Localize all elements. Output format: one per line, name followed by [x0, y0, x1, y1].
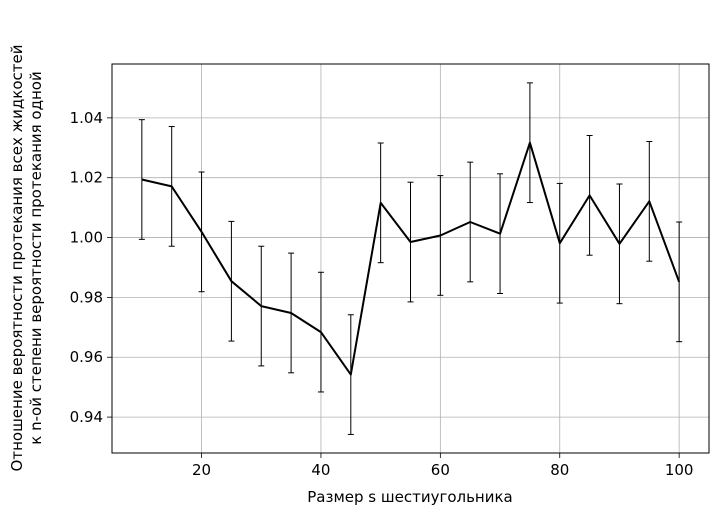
series-line: [141, 141, 681, 376]
x-tick-label: 40: [311, 461, 330, 479]
x-tick-label: 80: [550, 461, 569, 479]
x-axis-label: Размер s шестиугольника: [307, 488, 513, 506]
y-axis-label: Отношение вероятности протекания всех жи…: [8, 45, 45, 472]
y-axis-label-line-1: Отношение вероятности протекания всех жи…: [8, 45, 26, 472]
y-tick-label: 0.96: [70, 348, 103, 366]
plot-frame: [111, 63, 710, 454]
x-tick-label: 20: [192, 461, 211, 479]
x-tick-label: 100: [665, 461, 694, 479]
y-tick-label: 1.00: [70, 229, 103, 247]
y-tick-label: 0.98: [70, 288, 103, 306]
x-tick-label: 60: [431, 461, 450, 479]
series-layer: [141, 141, 681, 376]
y-tick-label: 0.94: [70, 408, 103, 426]
x-axis-ticks: 20 40 60 80 100: [192, 453, 693, 479]
y-tick-label: 1.04: [70, 109, 103, 127]
y-tick-label: 1.02: [70, 169, 103, 187]
y-axis-label-line-2: к n-ой степени вероятности протекания од…: [27, 71, 45, 444]
y-axis-ticks: 0.94 0.96 0.98 1.00 1.02 1.04: [70, 109, 112, 426]
